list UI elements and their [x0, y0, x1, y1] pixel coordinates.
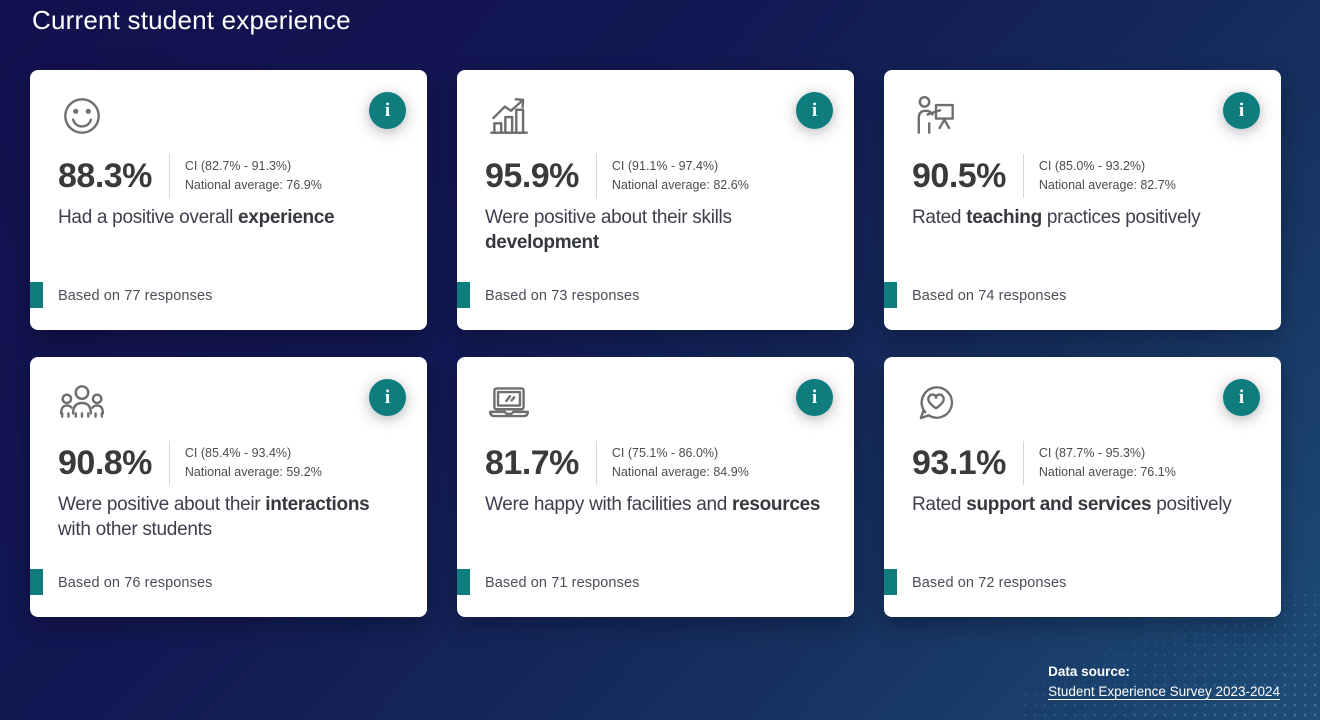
stat-divider — [1022, 154, 1024, 198]
national-average-text: National average: 82.7% — [1038, 178, 1176, 192]
teal-edge-marker — [30, 569, 43, 595]
national-average-text: National average: 59.2% — [184, 465, 322, 479]
stat-row: 81.7% CI (75.1% - 86.0%) National averag… — [485, 441, 826, 485]
card-description: Were happy with facilities and resources — [485, 494, 821, 515]
stat-divider — [1022, 441, 1024, 485]
card-facilities-resources: i 81.7% CI (75.1% - 86.0%) National aver… — [457, 357, 854, 617]
heart-speech-bubble-icon — [912, 379, 1253, 429]
ci-text: CI (87.7% - 95.3%) — [1038, 445, 1146, 460]
info-button[interactable]: i — [369, 379, 406, 416]
national-average-text: National average: 76.9% — [184, 178, 322, 192]
card-support-services: i 93.1% CI (87.7% - 95.3%) National aver… — [884, 357, 1281, 617]
info-button[interactable]: i — [1223, 92, 1260, 129]
responses-count: Based on 71 responses — [485, 575, 640, 591]
ci-text: CI (75.1% - 86.0%) — [611, 445, 719, 460]
stat-divider — [168, 154, 170, 198]
national-average-text: National average: 82.6% — [611, 178, 749, 192]
page-title: Current student experience — [32, 5, 351, 35]
responses-count: Based on 77 responses — [58, 288, 213, 304]
stat-divider — [595, 154, 597, 198]
teal-edge-marker — [457, 282, 470, 308]
stat-divider — [168, 441, 170, 485]
card-description: Rated teaching practices positively — [912, 207, 1201, 228]
stat-ci-block: CI (85.4% - 93.4%) National average: 59.… — [185, 444, 322, 483]
stat-ci-block: CI (91.1% - 97.4%) National average: 82.… — [612, 157, 749, 196]
teal-edge-marker — [884, 282, 897, 308]
stat-ci-block: CI (82.7% - 91.3%) National average: 76.… — [185, 157, 322, 196]
national-average-text: National average: 84.9% — [611, 465, 749, 479]
ci-text: CI (85.4% - 93.4%) — [184, 445, 292, 460]
stat-value: 95.9% — [485, 156, 579, 195]
card-description: Were positive about their interactions w… — [58, 494, 370, 541]
growth-chart-icon — [485, 92, 826, 142]
data-source-link[interactable]: Student Experience Survey 2023-2024 — [1048, 683, 1280, 699]
card-student-interactions: i 90.8% CI (85.4% - 93.4%) National aver… — [30, 357, 427, 617]
card-description: Rated support and services positively — [912, 494, 1232, 515]
responses-count: Based on 73 responses — [485, 288, 640, 304]
ci-text: CI (85.0% - 93.2%) — [1038, 158, 1146, 173]
laptop-icon — [485, 379, 826, 429]
ci-text: CI (82.7% - 91.3%) — [184, 158, 292, 173]
ci-text: CI (91.1% - 97.4%) — [611, 158, 719, 173]
info-button[interactable]: i — [369, 92, 406, 129]
stat-row: 90.5% CI (85.0% - 93.2%) National averag… — [912, 154, 1253, 198]
card-teaching-practices: i 90.5% CI (85.0% - 93.2%) National aver… — [884, 70, 1281, 330]
stat-ci-block: CI (75.1% - 86.0%) National average: 84.… — [612, 444, 749, 483]
smiley-face-icon — [58, 92, 399, 142]
stat-row: 93.1% CI (87.7% - 95.3%) National averag… — [912, 441, 1253, 485]
card-description: Were positive about their skills develop… — [485, 207, 732, 254]
stat-value: 90.5% — [912, 156, 1006, 195]
data-source-block: Data source: Student Experience Survey 2… — [1048, 662, 1280, 703]
card-skills-development: i 95.9% CI (91.1% - 97.4%) National aver… — [457, 70, 854, 330]
metric-cards-grid: i 88.3% CI (82.7% - 91.3%) National aver… — [30, 70, 1281, 617]
info-button[interactable]: i — [1223, 379, 1260, 416]
responses-count: Based on 74 responses — [912, 288, 1067, 304]
stat-value: 90.8% — [58, 443, 152, 482]
stat-row: 90.8% CI (85.4% - 93.4%) National averag… — [58, 441, 399, 485]
stat-ci-block: CI (87.7% - 95.3%) National average: 76.… — [1039, 444, 1176, 483]
stat-divider — [595, 441, 597, 485]
teal-edge-marker — [457, 569, 470, 595]
stat-value: 93.1% — [912, 443, 1006, 482]
stat-value: 88.3% — [58, 156, 152, 195]
national-average-text: National average: 76.1% — [1038, 465, 1176, 479]
responses-count: Based on 72 responses — [912, 575, 1067, 591]
teal-edge-marker — [884, 569, 897, 595]
info-button[interactable]: i — [796, 379, 833, 416]
stat-ci-block: CI (85.0% - 93.2%) National average: 82.… — [1039, 157, 1176, 196]
card-overall-experience: i 88.3% CI (82.7% - 91.3%) National aver… — [30, 70, 427, 330]
responses-count: Based on 76 responses — [58, 575, 213, 591]
teal-edge-marker — [30, 282, 43, 308]
card-description: Had a positive overall experience — [58, 207, 335, 228]
info-button[interactable]: i — [796, 92, 833, 129]
stat-value: 81.7% — [485, 443, 579, 482]
stat-row: 88.3% CI (82.7% - 91.3%) National averag… — [58, 154, 399, 198]
stat-row: 95.9% CI (91.1% - 97.4%) National averag… — [485, 154, 826, 198]
presenter-icon — [912, 92, 1253, 142]
people-group-icon — [58, 379, 399, 429]
data-source-label: Data source: — [1048, 663, 1130, 679]
